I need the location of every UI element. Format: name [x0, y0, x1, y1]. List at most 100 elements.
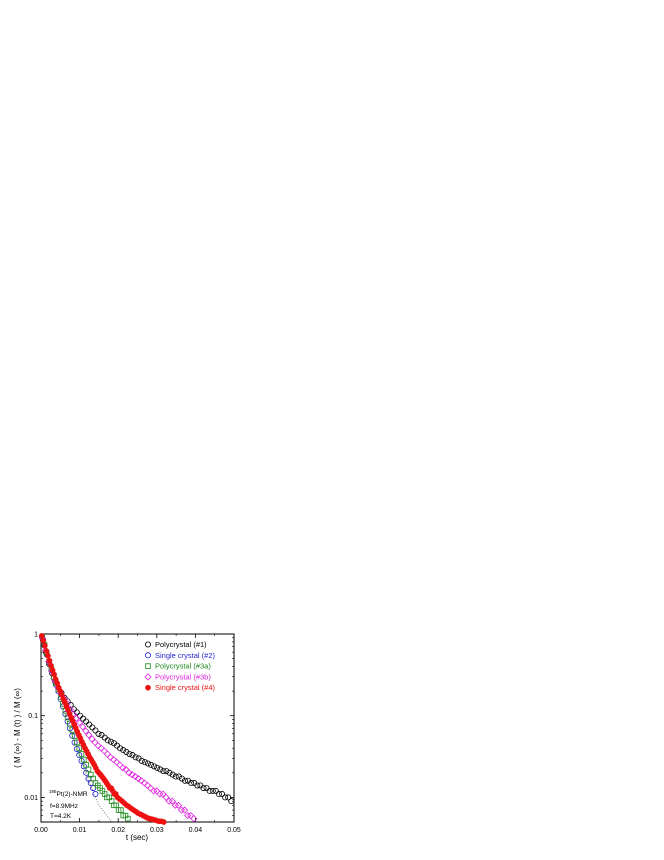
y-axis-label: ( M (∞) - M (t) ) / M (∞) — [13, 688, 22, 768]
annotation-temperature: T=4.2K — [50, 813, 72, 820]
data-point — [212, 787, 219, 794]
legend-marker — [145, 663, 151, 669]
data-point — [163, 768, 170, 775]
x-tick-label: 0.02 — [111, 827, 125, 834]
annotation-nucleus: Pt(2)-NMR — [57, 791, 88, 798]
data-point — [76, 712, 83, 719]
data-point — [181, 806, 189, 814]
data-point — [85, 766, 92, 773]
legend-marker — [145, 684, 151, 691]
data-point — [94, 742, 102, 750]
legend-item: Single crystal (#2) — [144, 651, 216, 660]
data-point — [120, 747, 127, 754]
data-point — [134, 775, 142, 783]
data-point — [165, 797, 173, 805]
legend-label: Polycrystal (#1) — [155, 640, 207, 649]
data-point — [79, 723, 87, 731]
data-point — [137, 777, 145, 785]
data-point — [72, 714, 81, 722]
data-point — [160, 819, 167, 825]
data-point — [100, 747, 108, 755]
data-point — [162, 793, 170, 801]
x-tick-label: 0.01 — [73, 827, 87, 834]
data-point — [144, 760, 151, 767]
data-point — [222, 794, 229, 801]
series-5 — [38, 632, 167, 825]
data-point — [119, 764, 127, 772]
data-point — [160, 768, 167, 775]
legend-item: Polycrystal (#3b) — [144, 672, 211, 681]
data-point — [138, 757, 145, 764]
legend-label: Single crystal (#4) — [155, 683, 216, 692]
x-axis: 0.00 0.01 0.02 0.03 0.04 0.05 — [34, 634, 241, 834]
x-tick-label: 0.03 — [150, 827, 164, 834]
data-point — [89, 724, 96, 731]
data-point — [203, 785, 210, 792]
data-point — [150, 787, 158, 795]
data-point — [88, 735, 96, 743]
data-point — [147, 784, 155, 792]
data-point — [174, 801, 182, 809]
data-point — [125, 769, 133, 777]
data-point — [116, 761, 124, 769]
data-point — [81, 756, 87, 763]
legend-item: Polycrystal (#1) — [144, 640, 207, 649]
y-tick-label: 0.01 — [24, 795, 38, 802]
data-point — [169, 771, 176, 778]
data-point — [148, 761, 155, 768]
data-point — [45, 653, 51, 659]
data-point — [82, 727, 90, 735]
legend-item: Polycrystal (#3a) — [145, 662, 211, 671]
data-point — [92, 791, 99, 798]
data-point — [194, 782, 201, 789]
data-point — [76, 719, 84, 727]
data-point — [178, 775, 185, 782]
data-point — [140, 779, 149, 787]
data-point — [126, 750, 133, 757]
svg-text:195Pt(2)-NMR: 195Pt(2)-NMR — [49, 789, 88, 798]
data-point — [80, 715, 87, 722]
annotation-nucleus-sup: 195 — [49, 789, 57, 794]
data-point — [225, 794, 232, 801]
data-point — [97, 744, 105, 752]
annotation: 195Pt(2)-NMR f=8.9MHz T=4.2K — [49, 789, 88, 820]
legend-marker — [144, 641, 151, 648]
data-point — [206, 787, 213, 794]
data-point — [177, 806, 186, 814]
data-point — [172, 773, 179, 780]
data-point — [228, 798, 235, 805]
data-point — [125, 815, 131, 822]
data-point — [118, 807, 124, 813]
data-point — [219, 791, 226, 798]
legend-marker — [144, 673, 152, 681]
data-point — [156, 790, 164, 798]
data-point — [215, 791, 222, 798]
data-point — [184, 811, 192, 820]
data-point — [92, 727, 99, 734]
data-point — [104, 737, 111, 744]
data-point — [85, 731, 93, 739]
data-point — [151, 763, 158, 770]
data-point — [157, 766, 164, 773]
data-point — [117, 745, 124, 752]
data-point — [106, 753, 115, 761]
data-point — [51, 671, 57, 678]
data-point — [171, 801, 179, 809]
y-tick-label: 1 — [34, 632, 38, 639]
y-tick-label: 0.1 — [28, 713, 38, 720]
data-point — [103, 750, 111, 758]
data-point — [83, 718, 90, 725]
data-point — [209, 787, 216, 794]
data-point — [190, 815, 198, 823]
data-point — [141, 759, 148, 766]
data-point — [86, 721, 93, 728]
data-point — [188, 780, 195, 787]
legend-label: Polycrystal (#3a) — [155, 662, 211, 671]
data-point — [43, 648, 50, 654]
data-point — [123, 748, 130, 755]
legend-item: Single crystal (#4) — [145, 683, 216, 692]
data-point — [181, 777, 188, 784]
legend-label: Polycrystal (#3b) — [155, 672, 211, 681]
annotation-frequency: f=8.9MHz — [50, 803, 78, 810]
